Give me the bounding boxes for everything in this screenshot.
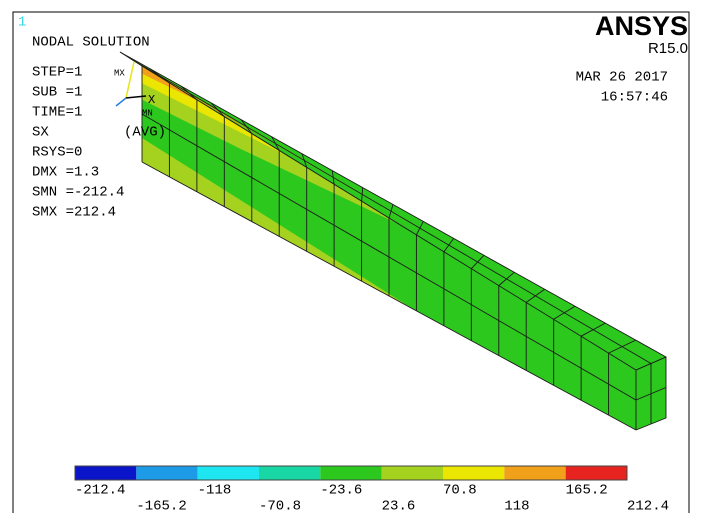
- info-line: STEP=1: [32, 65, 82, 81]
- legend-label: 165.2: [566, 483, 608, 499]
- mesh-line: [119, 51, 667, 358]
- info-line: SMN =-212.4: [32, 185, 124, 201]
- mesh-line: [635, 356, 667, 431]
- info-line: RSYS=0: [32, 145, 82, 161]
- avg-label: (AVG): [124, 125, 166, 141]
- beam-model: [119, 51, 667, 431]
- legend-label: -212.4: [75, 483, 125, 499]
- info-line: SMX =212.4: [32, 205, 116, 221]
- legend-swatch: [259, 466, 321, 480]
- triad-axis: [115, 97, 127, 107]
- legend-label: -23.6: [320, 483, 362, 499]
- mesh-line: [130, 58, 652, 364]
- legend-swatch: [443, 466, 505, 480]
- version: R15.0: [648, 40, 688, 57]
- window-number: 1: [18, 15, 26, 31]
- date: MAR 26 2017: [576, 70, 668, 86]
- mesh-line: [141, 113, 637, 401]
- legend-label: -118: [198, 483, 232, 499]
- legend-label: 118: [504, 499, 529, 513]
- legend-swatch: [320, 466, 382, 480]
- legend-frame: [74, 465, 628, 481]
- legend-swatch: [136, 466, 198, 480]
- legend-swatch: [75, 466, 137, 480]
- legend-swatch: [197, 466, 259, 480]
- mesh-line: [635, 387, 667, 401]
- min-marker: MN: [142, 108, 153, 118]
- legend-label: -165.2: [136, 499, 186, 513]
- legend-label: 70.8: [443, 483, 477, 499]
- info-line: DMX =1.3: [32, 165, 99, 181]
- mesh-line: [141, 65, 637, 371]
- triad-axis: [125, 61, 135, 99]
- legend-label: 212.4: [627, 499, 669, 513]
- window-frame: [12, 11, 690, 513]
- max-marker: MX: [114, 68, 125, 78]
- plot-title: NODAL SOLUTION: [32, 35, 150, 51]
- mesh-line: [141, 161, 637, 431]
- legend-swatch: [565, 466, 627, 480]
- info-line: TIME=1: [32, 105, 82, 121]
- info-line: SUB =1: [32, 85, 82, 101]
- legend-swatch: [381, 466, 443, 480]
- legend-label: -70.8: [259, 499, 301, 513]
- triad-axis: [125, 95, 147, 99]
- brand: ANSYS: [595, 11, 688, 41]
- triad-label: X: [148, 93, 155, 107]
- top-face: [120, 52, 666, 370]
- time: 16:57:46: [601, 90, 668, 106]
- legend-swatch: [504, 466, 566, 480]
- legend-label: 23.6: [382, 499, 416, 513]
- info-line: SX: [32, 125, 49, 141]
- contour-band: [142, 138, 414, 310]
